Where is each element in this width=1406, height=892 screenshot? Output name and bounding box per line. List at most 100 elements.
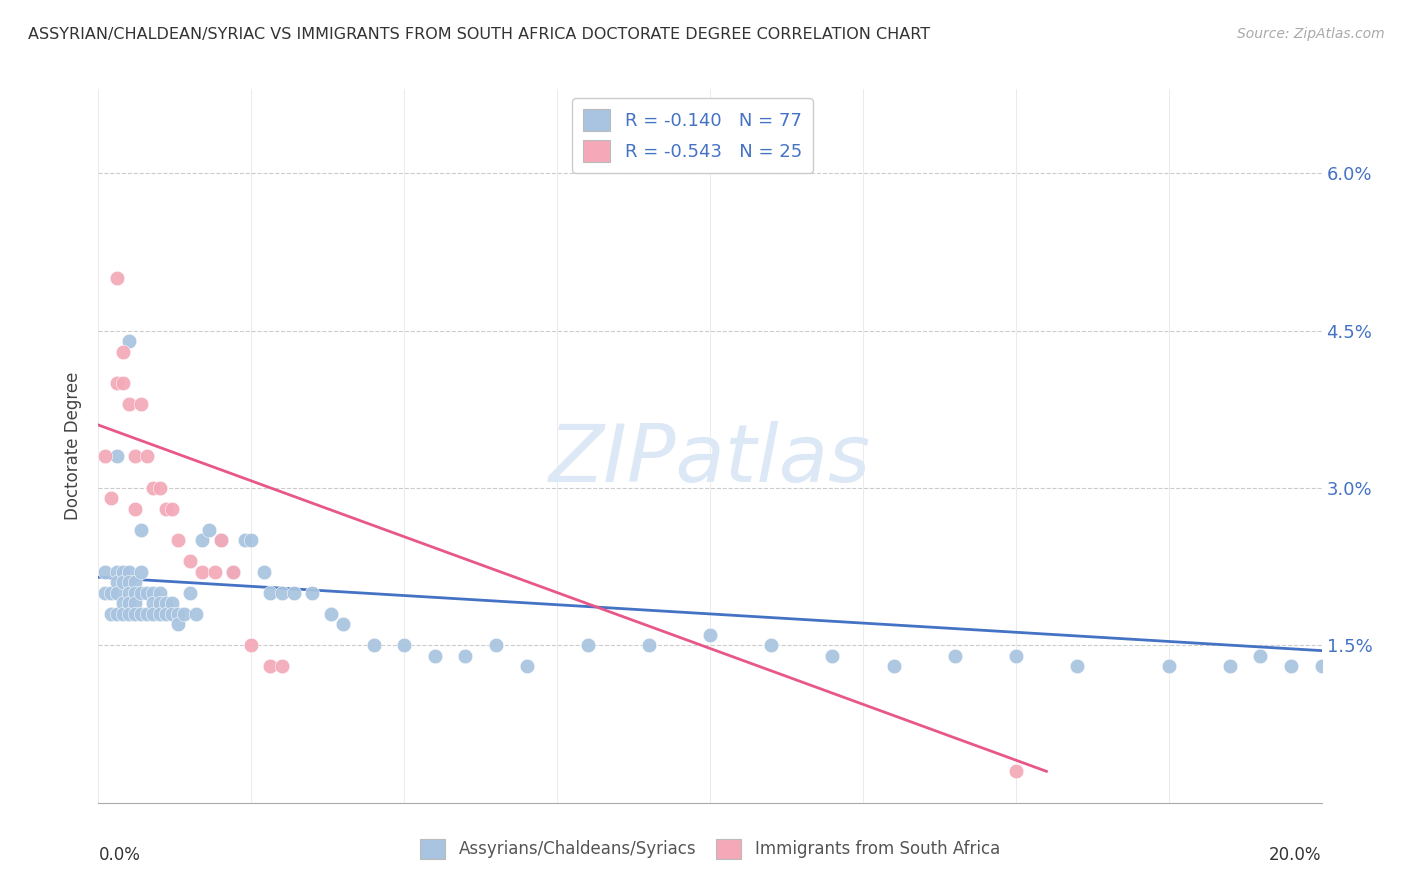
Point <box>129 586 152 600</box>
Point <box>105 565 128 579</box>
Point <box>1219 659 1241 673</box>
Point <box>167 533 190 548</box>
Point <box>1157 659 1180 673</box>
Point <box>105 586 128 600</box>
Point <box>485 639 508 653</box>
Point <box>173 607 195 621</box>
Point <box>111 344 134 359</box>
Point <box>111 376 134 390</box>
Point <box>1249 648 1271 663</box>
Point <box>129 565 152 579</box>
Point <box>363 639 385 653</box>
Point <box>209 533 232 548</box>
Point <box>332 617 354 632</box>
Point <box>454 648 477 663</box>
Point <box>118 565 141 579</box>
Point <box>118 334 141 348</box>
Point <box>197 523 219 537</box>
Point <box>118 575 141 590</box>
Point <box>149 586 172 600</box>
Point <box>149 596 172 610</box>
Point <box>118 397 141 411</box>
Point <box>637 639 661 653</box>
Point <box>111 596 134 610</box>
Point <box>259 659 281 673</box>
Point <box>160 596 183 610</box>
Point <box>1004 764 1026 779</box>
Point <box>136 586 159 600</box>
Point <box>111 607 134 621</box>
Point <box>240 533 263 548</box>
Text: ASSYRIAN/CHALDEAN/SYRIAC VS IMMIGRANTS FROM SOUTH AFRICA DOCTORATE DEGREE CORREL: ASSYRIAN/CHALDEAN/SYRIAC VS IMMIGRANTS F… <box>28 27 931 42</box>
Point <box>423 648 446 663</box>
Point <box>118 586 141 600</box>
Point <box>136 450 159 464</box>
Point <box>111 565 134 579</box>
Point <box>160 607 183 621</box>
Point <box>124 586 146 600</box>
Point <box>576 639 599 653</box>
Point <box>124 450 146 464</box>
Point <box>179 554 201 568</box>
Point <box>319 607 342 621</box>
Text: Source: ZipAtlas.com: Source: ZipAtlas.com <box>1237 27 1385 41</box>
Point <box>883 659 905 673</box>
Point <box>160 502 183 516</box>
Point <box>1310 659 1333 673</box>
Point <box>191 565 214 579</box>
Point <box>222 565 245 579</box>
Point <box>142 607 165 621</box>
Point <box>283 586 305 600</box>
Point <box>209 533 232 548</box>
Point <box>270 586 292 600</box>
Point <box>186 607 208 621</box>
Point <box>167 607 190 621</box>
Point <box>100 586 122 600</box>
Point <box>699 628 721 642</box>
Point <box>167 617 190 632</box>
Point <box>155 607 177 621</box>
Point <box>222 565 245 579</box>
Point <box>105 575 128 590</box>
Point <box>129 397 152 411</box>
Point <box>124 575 146 590</box>
Point <box>142 586 165 600</box>
Point <box>124 596 146 610</box>
Point <box>142 481 165 495</box>
Point <box>105 376 128 390</box>
Point <box>179 586 201 600</box>
Point <box>155 502 177 516</box>
Point <box>129 523 152 537</box>
Point <box>136 607 159 621</box>
Point <box>105 450 128 464</box>
Point <box>270 659 292 673</box>
Point <box>191 533 214 548</box>
Point <box>252 565 274 579</box>
Point <box>149 481 172 495</box>
Point <box>124 502 146 516</box>
Point <box>105 607 128 621</box>
Text: ZIPatlas: ZIPatlas <box>548 421 872 500</box>
Point <box>259 586 281 600</box>
Legend: Assyrians/Chaldeans/Syriacs, Immigrants from South Africa: Assyrians/Chaldeans/Syriacs, Immigrants … <box>413 832 1007 866</box>
Point <box>759 639 782 653</box>
Point <box>93 565 115 579</box>
Point <box>118 607 141 621</box>
Point <box>93 586 115 600</box>
Point <box>1279 659 1302 673</box>
Point <box>240 639 263 653</box>
Point <box>118 596 141 610</box>
Text: 0.0%: 0.0% <box>98 846 141 863</box>
Point <box>233 533 256 548</box>
Point <box>111 575 134 590</box>
Point <box>105 271 128 285</box>
Y-axis label: Doctorate Degree: Doctorate Degree <box>65 372 83 520</box>
Text: 20.0%: 20.0% <box>1270 846 1322 863</box>
Point <box>821 648 844 663</box>
Point <box>516 659 538 673</box>
Point <box>1066 659 1088 673</box>
Point <box>943 648 966 663</box>
Point <box>129 607 152 621</box>
Point <box>155 596 177 610</box>
Point <box>124 607 146 621</box>
